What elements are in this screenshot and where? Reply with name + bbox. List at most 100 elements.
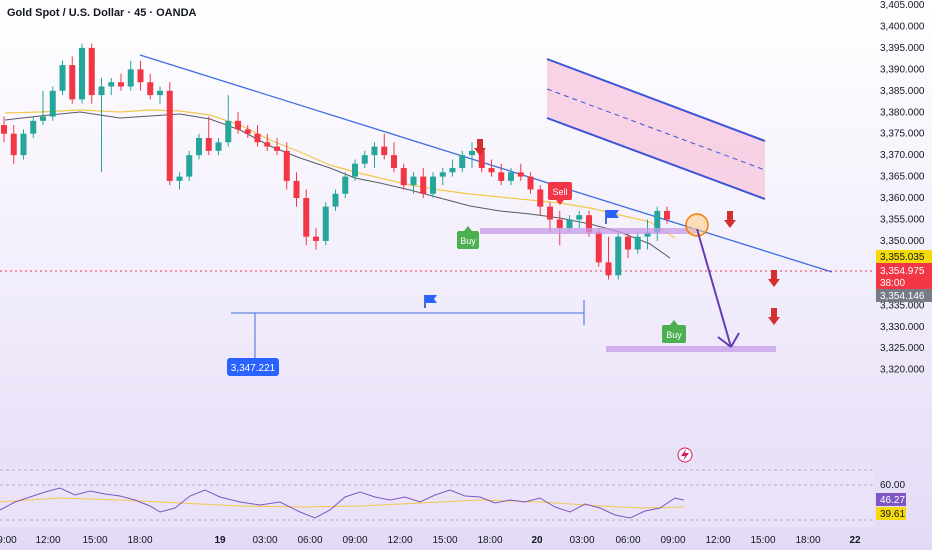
candle-body bbox=[205, 137, 212, 151]
time-tick-label: 15:00 bbox=[750, 535, 775, 546]
candle-body bbox=[352, 163, 358, 177]
candle-body bbox=[391, 155, 397, 169]
price-tick-label: 3,400.000 bbox=[880, 21, 925, 32]
time-tick-label: 03:00 bbox=[252, 535, 277, 546]
price-tick-label: 3,355.000 bbox=[880, 215, 925, 226]
candle-body bbox=[576, 215, 583, 220]
chart-title: Gold Spot / U.S. Dollar · 45 · OANDA bbox=[7, 7, 197, 19]
rsi-ma-value: 39.61 bbox=[880, 509, 905, 520]
candle-body bbox=[400, 168, 407, 186]
candlestick-series bbox=[1, 43, 670, 280]
candle-body bbox=[439, 172, 446, 177]
price-tick-label: 3,350.000 bbox=[880, 236, 925, 247]
time-axis[interactable]: 9:00 12:00 15:00 18:00 19 03:00 06:00 09:00 12:0… bbox=[0, 535, 861, 546]
price-tick-label: 3,385.000 bbox=[880, 86, 925, 97]
candle-body bbox=[10, 133, 17, 156]
price-label-gray: 3,354.146 bbox=[876, 289, 932, 302]
price-tick-label: 3,375.000 bbox=[880, 129, 925, 140]
candle-body bbox=[449, 168, 456, 173]
candle-body bbox=[166, 90, 173, 181]
trend-line[interactable] bbox=[139, 54, 833, 273]
candle-body bbox=[332, 193, 339, 207]
rsi-ma-line bbox=[0, 497, 685, 509]
candle-body bbox=[147, 82, 154, 96]
candle-body bbox=[586, 215, 592, 233]
candle-body bbox=[20, 133, 27, 156]
flag-icon[interactable] bbox=[605, 210, 619, 224]
candle-body bbox=[196, 137, 202, 156]
candle-body bbox=[478, 150, 485, 169]
rsi-line bbox=[0, 487, 685, 519]
sell-tag[interactable]: Sell bbox=[548, 182, 572, 205]
time-tick-label: 06:00 bbox=[615, 535, 640, 546]
candle-body bbox=[313, 236, 319, 241]
support-zone-lower[interactable] bbox=[606, 346, 776, 352]
svg-text:3,354.975: 3,354.975 bbox=[880, 266, 925, 277]
rsi-value: 46.27 bbox=[880, 495, 905, 506]
support-zone-upper[interactable] bbox=[480, 228, 696, 234]
rsi-panel[interactable]: 60.00 46.27 39.61 bbox=[0, 467, 906, 527]
candle-body bbox=[1, 125, 7, 134]
time-tick-label: 09:00 bbox=[342, 535, 367, 546]
price-range-line[interactable] bbox=[231, 300, 585, 360]
candle-body bbox=[157, 90, 163, 96]
candle-body bbox=[430, 176, 436, 194]
candle-body bbox=[664, 210, 670, 220]
arrow-down-icon bbox=[724, 211, 736, 228]
candle-body bbox=[547, 206, 553, 220]
candle-body bbox=[371, 146, 378, 156]
arrow-down-icon bbox=[768, 308, 780, 325]
candle-body bbox=[410, 176, 417, 186]
buy-tag-label: Buy bbox=[666, 330, 682, 340]
time-tick-label: 03:00 bbox=[569, 535, 594, 546]
candle-body bbox=[644, 232, 651, 237]
candle-body bbox=[88, 47, 95, 96]
lightning-icon[interactable] bbox=[677, 447, 693, 463]
candle-body bbox=[517, 172, 524, 177]
candle-body bbox=[556, 219, 563, 229]
candle-body bbox=[361, 155, 368, 164]
price-axis[interactable]: 3,405.000 3,400.000 3,395.000 3,390.000 3,38… bbox=[880, 0, 925, 376]
low-price-label[interactable]: 3,347.221 bbox=[227, 358, 279, 376]
candle-body bbox=[40, 116, 46, 121]
candle-body bbox=[498, 172, 505, 181]
time-tick-label: 18:00 bbox=[795, 535, 820, 546]
candle-body bbox=[244, 129, 251, 134]
candle-body bbox=[264, 142, 271, 147]
svg-text:38:00: 38:00 bbox=[880, 278, 905, 289]
price-tick-label: 3,365.000 bbox=[880, 172, 925, 183]
time-tick-label: 06:00 bbox=[297, 535, 322, 546]
candle-body bbox=[459, 155, 466, 169]
time-tick-label: 22 bbox=[849, 535, 861, 546]
candle-body bbox=[381, 146, 388, 156]
time-tick-label: 09:00 bbox=[660, 535, 685, 546]
reversal-circle[interactable] bbox=[685, 213, 709, 237]
projection-arrow[interactable] bbox=[696, 228, 740, 348]
candle-body bbox=[469, 150, 475, 156]
svg-text:3,355.035: 3,355.035 bbox=[880, 252, 925, 263]
candle-body bbox=[98, 86, 105, 96]
time-tick-label: 18:00 bbox=[477, 535, 502, 546]
candle-body bbox=[615, 236, 622, 276]
buy-tag-label: Buy bbox=[460, 236, 476, 246]
price-tick-label: 3,405.000 bbox=[880, 0, 925, 11]
flag-icon[interactable] bbox=[424, 295, 437, 308]
candle-body bbox=[595, 232, 602, 263]
price-tick-label: 3,370.000 bbox=[880, 150, 925, 161]
candle-body bbox=[537, 189, 544, 207]
candle-body bbox=[186, 155, 193, 177]
descending-channel[interactable] bbox=[546, 58, 766, 200]
buy-tag[interactable]: Buy bbox=[662, 320, 686, 343]
buy-tag[interactable]: Buy bbox=[457, 226, 479, 249]
candle-body bbox=[215, 142, 222, 151]
candle-body bbox=[322, 206, 329, 241]
candle-body bbox=[293, 180, 300, 199]
price-tick-label: 3,325.000 bbox=[880, 343, 925, 354]
price-tick-label: 3,335.000 bbox=[880, 300, 925, 311]
arrow-down-icon bbox=[474, 139, 486, 156]
time-tick-label: 9:00 bbox=[0, 535, 17, 546]
price-tick-label: 3,380.000 bbox=[880, 107, 925, 118]
candle-body bbox=[49, 90, 56, 117]
